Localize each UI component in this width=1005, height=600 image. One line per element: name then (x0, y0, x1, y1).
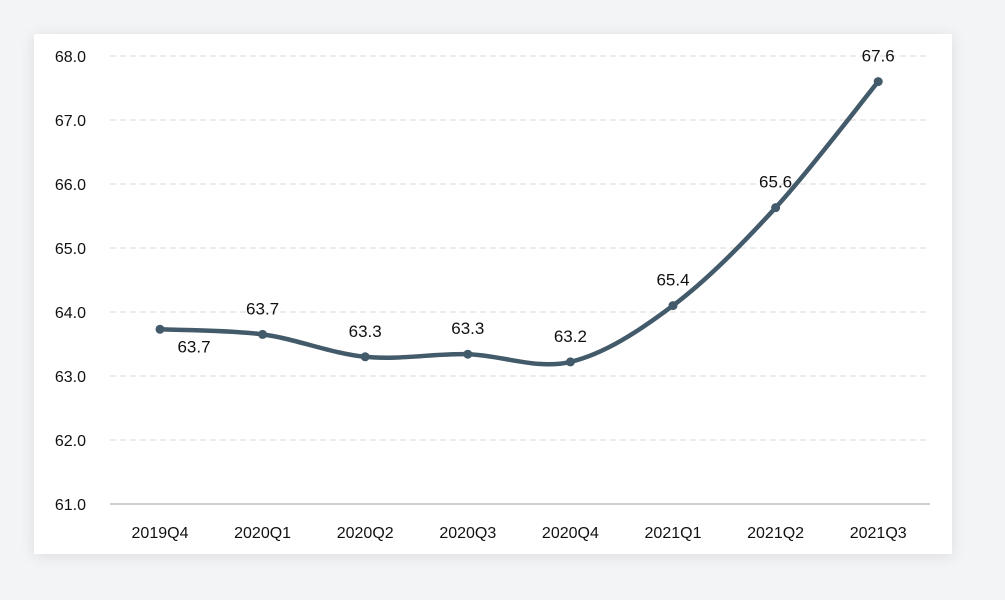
data-labels: 63.7 63.7 63.3 63.3 63.2 65.4 65.6 67.6 (177, 47, 894, 357)
x-tick-label: 2021Q3 (850, 525, 907, 542)
data-point (155, 324, 165, 334)
data-label: 63.7 (246, 299, 279, 318)
data-label: 65.6 (759, 173, 792, 192)
data-label: 63.2 (554, 327, 587, 346)
y-tick-label: 68.0 (55, 49, 86, 66)
y-tick-label: 62.0 (55, 433, 86, 450)
y-tick-label: 66.0 (55, 177, 86, 194)
y-tick-label: 65.0 (55, 241, 86, 258)
x-tick-label: 2020Q1 (234, 525, 291, 542)
x-tick-label: 2020Q2 (337, 525, 394, 542)
data-label: 65.4 (656, 271, 689, 290)
data-points (155, 77, 883, 367)
x-tick-label: 2021Q1 (645, 525, 702, 542)
gridlines (110, 55, 930, 505)
data-label: 67.6 (862, 47, 895, 66)
series-line-group (157, 79, 881, 367)
data-label: 63.3 (349, 322, 382, 341)
data-label: 63.7 (177, 337, 210, 356)
series-line (157, 79, 881, 367)
y-axis-tick-labels: 61.0 62.0 63.0 64.0 65.0 66.0 67.0 68.0 (55, 49, 86, 514)
y-tick-label: 63.0 (55, 369, 86, 386)
data-point (668, 301, 678, 311)
x-tick-label: 2021Q2 (747, 525, 804, 542)
data-point (771, 203, 781, 213)
data-point (360, 352, 370, 362)
x-tick-label: 2020Q4 (542, 525, 599, 542)
y-tick-label: 64.0 (55, 305, 86, 322)
data-point (873, 77, 883, 87)
data-point (463, 349, 473, 359)
y-tick-label: 67.0 (55, 113, 86, 130)
x-tick-label: 2019Q4 (132, 525, 189, 542)
x-axis-tick-labels: 2019Q4 2020Q1 2020Q2 2020Q3 2020Q4 2021Q1 2021… (132, 525, 907, 542)
data-label: 63.3 (451, 319, 484, 338)
data-point (565, 357, 575, 367)
data-point (258, 329, 268, 339)
y-tick-label: 61.0 (55, 497, 86, 514)
x-tick-label: 2020Q3 (439, 525, 496, 542)
chart-card (34, 34, 952, 554)
